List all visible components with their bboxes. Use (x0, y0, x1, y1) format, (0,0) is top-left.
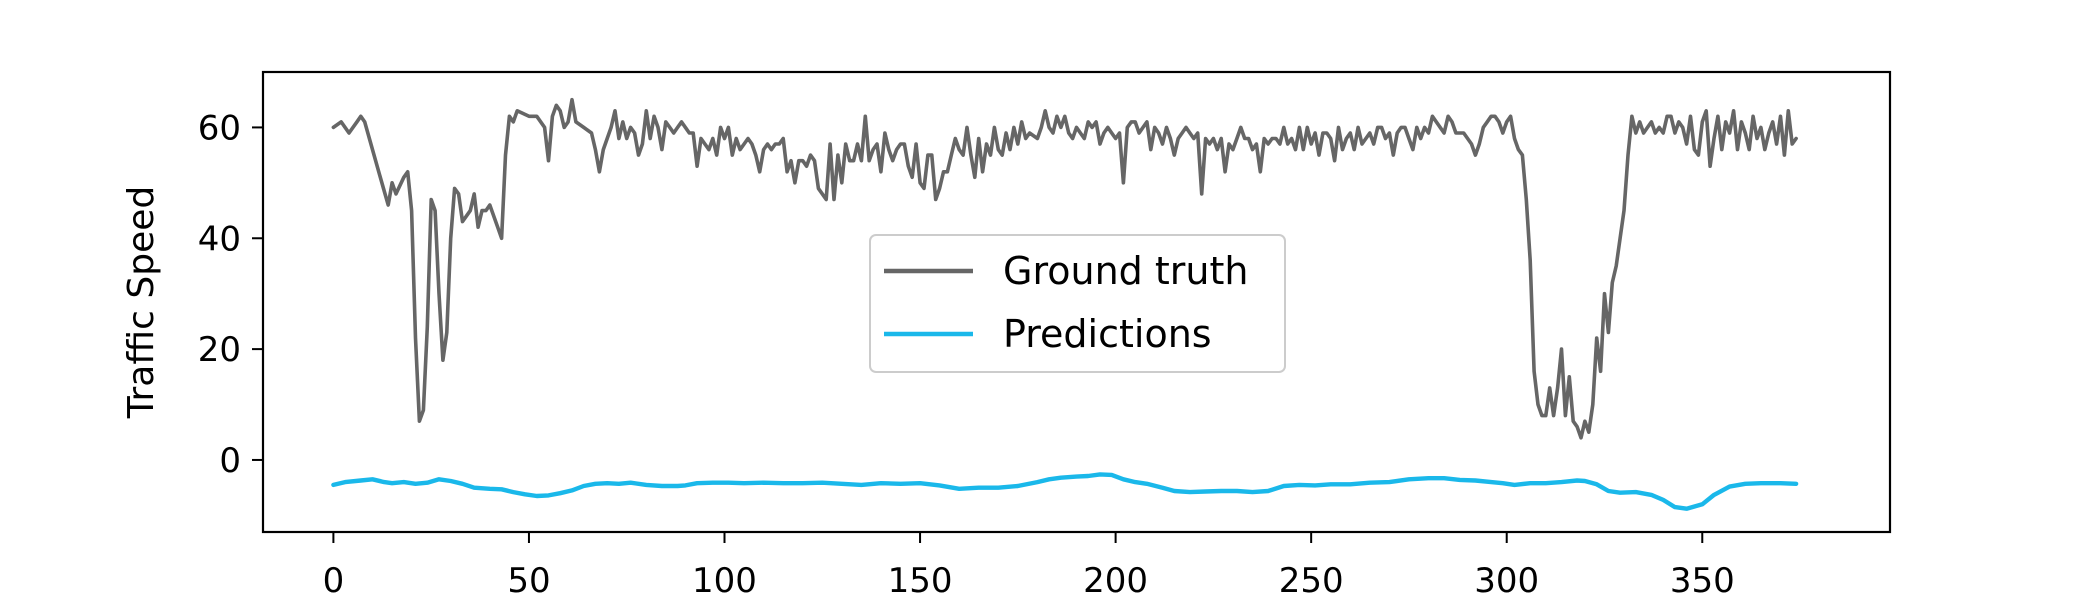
y-axis-label: Traffic Speed (121, 186, 162, 419)
y-tick-label: 60 (198, 108, 241, 148)
x-tick-label: 150 (888, 561, 953, 600)
legend: Ground truth Predictions (869, 234, 1286, 373)
x-tick-label: 50 (507, 561, 550, 600)
legend-label: Ground truth (1003, 249, 1248, 293)
legend-box (869, 234, 1286, 373)
plot-frame (261, 70, 1892, 534)
x-tick-label: 0 (323, 561, 345, 600)
x-tick-label: 300 (1474, 561, 1539, 600)
y-axis: 0 20 40 60 (198, 108, 263, 481)
x-tick-label: 250 (1279, 561, 1344, 600)
series-line-predictions (331, 472, 1799, 511)
series-layer (331, 97, 1799, 511)
x-axis: 0 50 100 150 200 250 300 350 (323, 532, 1735, 600)
y-tick-label: 20 (198, 330, 241, 370)
legend-label: Predictions (1003, 312, 1212, 356)
x-tick-label: 350 (1670, 561, 1735, 600)
x-tick-label: 200 (1083, 561, 1148, 600)
series-line-ground-truth (331, 97, 1798, 440)
x-tick-label: 100 (692, 561, 757, 600)
y-tick-label: 40 (198, 219, 241, 259)
y-tick-label: 0 (219, 441, 241, 481)
